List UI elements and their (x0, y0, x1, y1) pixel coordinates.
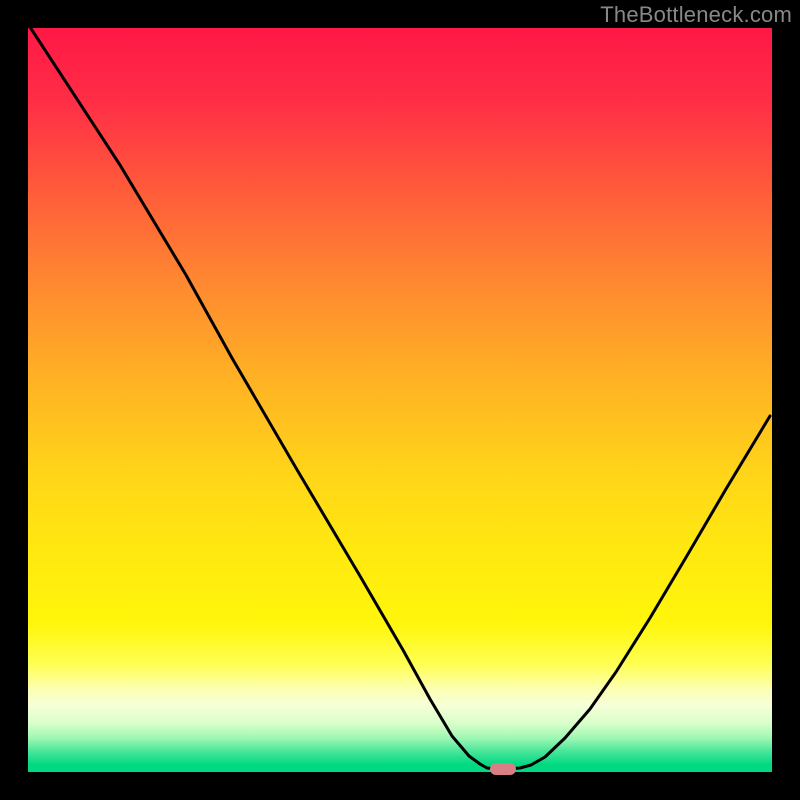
minimum-marker (490, 763, 516, 775)
bottleneck-chart (0, 0, 800, 800)
plot-area (28, 28, 772, 772)
chart-container: TheBottleneck.com (0, 0, 800, 800)
watermark-text: TheBottleneck.com (600, 2, 792, 28)
